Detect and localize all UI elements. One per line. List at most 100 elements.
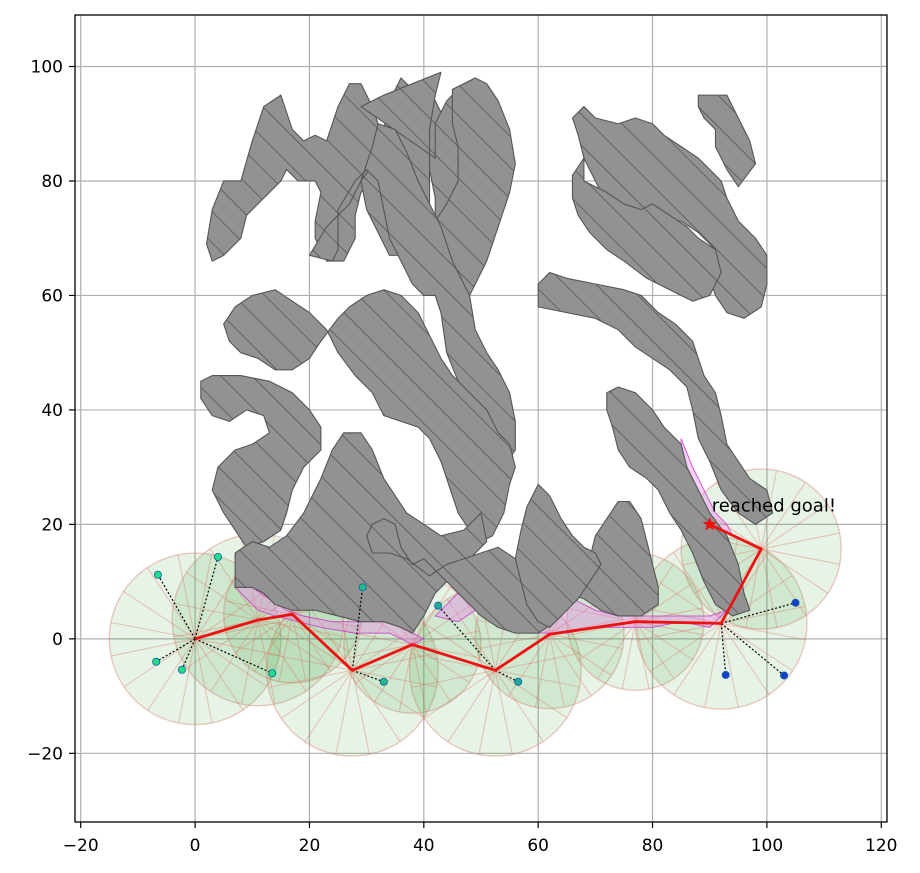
x-tick-label: 120 — [865, 836, 897, 856]
x-tick-label: 20 — [299, 836, 321, 856]
sample-link — [721, 602, 796, 624]
sensor-ray — [760, 548, 829, 594]
sensor-ray — [291, 613, 332, 672]
obstacle — [514, 483, 602, 628]
sensor-ray — [423, 669, 496, 719]
obstacle — [697, 94, 757, 188]
sensor-ray — [186, 572, 259, 621]
sensor-ray — [720, 622, 793, 672]
sensor-ray — [110, 621, 196, 640]
sensor-ray — [268, 669, 353, 688]
sensor-ray — [720, 623, 770, 695]
sensor-ray — [673, 623, 722, 696]
sensor-ray — [280, 669, 353, 719]
sensor-ray — [351, 670, 401, 742]
sensor-ray — [304, 670, 353, 743]
sensor-ray — [257, 619, 307, 692]
y-tick-label: 20 — [41, 515, 63, 535]
sensor-ray — [257, 619, 343, 637]
sensor-ray — [635, 621, 703, 636]
sensor-ray — [704, 623, 722, 708]
sensor-ray — [446, 598, 496, 671]
sensor-ray — [761, 532, 840, 550]
sample-link — [351, 587, 364, 671]
sample-point — [791, 598, 800, 607]
sensor-ray — [495, 652, 580, 671]
sample-point — [153, 570, 162, 579]
sensor-ray — [476, 633, 550, 650]
obstacle — [537, 272, 774, 525]
y-tick-label: 100 — [31, 58, 63, 78]
sensor-ray — [411, 669, 496, 688]
sensor-ray — [760, 481, 806, 550]
y-tick-label: 40 — [41, 401, 63, 421]
sensor-ray — [335, 670, 353, 755]
sensor-ray — [494, 670, 544, 742]
sensor-ray — [146, 567, 196, 640]
sample-point — [152, 657, 161, 666]
sensor-ray — [398, 644, 413, 713]
axis-ticks: −20 0 20 40 60 80 100 120 −20 0 20 40 60 80 100 — [27, 58, 897, 856]
sensor-ray — [649, 622, 722, 672]
sensor-ray — [194, 638, 244, 711]
sensor-ray — [194, 638, 280, 656]
sensor-ray — [224, 600, 293, 615]
sensor-ray — [567, 607, 636, 623]
sensor-ray — [760, 503, 828, 550]
sample-link — [155, 638, 196, 663]
sensor-ray — [147, 638, 196, 711]
sensor-ray — [352, 669, 425, 719]
plot-area: reached goal! — [108, 71, 842, 757]
sample-point — [379, 677, 388, 686]
sensor-ray — [534, 634, 551, 708]
sensor-ray — [495, 669, 580, 688]
goal-star — [702, 516, 717, 531]
sensor-ray — [508, 633, 551, 697]
sample-link — [495, 669, 519, 683]
sensor-ray — [494, 670, 513, 755]
sensor-ray — [635, 582, 693, 623]
x-tick-label: 80 — [642, 836, 664, 856]
sensor-ray — [253, 613, 293, 672]
sensor-ray — [597, 621, 636, 680]
sensor-ray — [291, 614, 307, 682]
sensor-ray — [235, 613, 293, 654]
sample-point — [721, 670, 730, 679]
sensor-ray — [549, 633, 592, 697]
sensor-ray — [621, 621, 636, 690]
sensor-ray — [549, 633, 612, 676]
sensor-ray — [374, 644, 413, 703]
sample-point — [780, 671, 789, 680]
sensor-ray — [720, 623, 739, 708]
sensor-ray — [412, 630, 480, 646]
sensor-ray — [268, 653, 353, 671]
goal-annotation: reached goal! — [712, 495, 836, 516]
sensor-ray — [412, 644, 470, 683]
sample-link — [157, 574, 196, 640]
sensor-ray — [351, 670, 370, 755]
sample-point — [358, 583, 367, 592]
obstacle — [606, 386, 751, 617]
sample-point — [434, 601, 443, 610]
obstacle — [223, 289, 516, 543]
sensor-ray — [173, 602, 259, 621]
sample-link — [352, 669, 384, 683]
sensor-ray — [352, 652, 437, 671]
sensor-ray — [352, 669, 437, 688]
sensor-ray — [411, 587, 451, 645]
sensor-ray — [210, 619, 259, 692]
sensor-ray — [257, 619, 276, 705]
x-tick-label: −20 — [63, 836, 99, 856]
y-tick-label: −20 — [27, 744, 63, 764]
sensor-ray — [760, 548, 778, 628]
x-tick-label: 0 — [190, 836, 201, 856]
sensor-ray — [257, 619, 330, 668]
sensor-ray — [745, 548, 762, 628]
sensor-ray — [549, 634, 565, 708]
y-tick-label: 60 — [41, 286, 63, 306]
sensor-ray — [721, 622, 806, 641]
sensor-ray — [110, 638, 196, 657]
sensor-ray — [761, 548, 840, 565]
sensor-ray — [411, 644, 427, 712]
